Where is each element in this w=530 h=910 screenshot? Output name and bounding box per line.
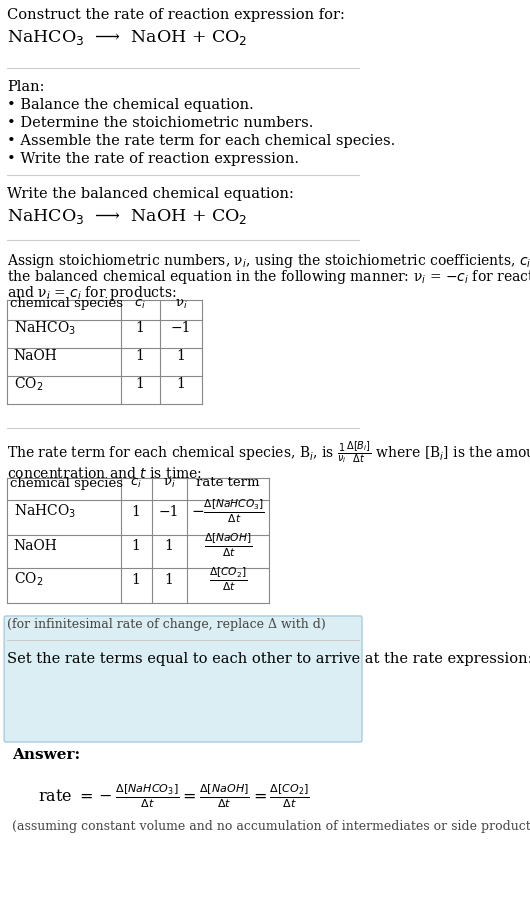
Text: $c_i$: $c_i$: [130, 477, 142, 490]
Text: (assuming constant volume and no accumulation of intermediates or side products): (assuming constant volume and no accumul…: [12, 820, 530, 833]
Text: 1: 1: [131, 572, 140, 587]
Text: $-\frac{\Delta[NaHCO_3]}{\Delta t}$: $-\frac{\Delta[NaHCO_3]}{\Delta t}$: [191, 498, 265, 525]
Text: 1: 1: [165, 572, 174, 587]
FancyBboxPatch shape: [4, 616, 362, 742]
Text: • Determine the stoichiometric numbers.: • Determine the stoichiometric numbers.: [7, 116, 313, 130]
Text: Plan:: Plan:: [7, 80, 45, 94]
Text: concentration and $t$ is time:: concentration and $t$ is time:: [7, 466, 202, 481]
Text: the balanced chemical equation in the following manner: ν$_i$ = −$c_i$ for react: the balanced chemical equation in the fo…: [7, 268, 530, 286]
Text: $\frac{\Delta[CO_2]}{\Delta t}$: $\frac{\Delta[CO_2]}{\Delta t}$: [209, 566, 247, 593]
Text: Assign stoichiometric numbers, ν$_i$, using the stoichiometric coefficients, $c_: Assign stoichiometric numbers, ν$_i$, us…: [7, 252, 530, 270]
Text: NaHCO$_3$  ⟶  NaOH + CO$_2$: NaHCO$_3$ ⟶ NaOH + CO$_2$: [7, 28, 248, 47]
Text: 1: 1: [165, 539, 174, 552]
Text: ν$_i$: ν$_i$: [163, 477, 175, 490]
Text: ν$_i$: ν$_i$: [175, 298, 187, 310]
Text: −1: −1: [159, 504, 180, 519]
Text: 1: 1: [136, 349, 145, 363]
Text: −1: −1: [171, 321, 191, 335]
Text: 1: 1: [176, 377, 186, 391]
Text: Write the balanced chemical equation:: Write the balanced chemical equation:: [7, 187, 294, 201]
Text: Set the rate terms equal to each other to arrive at the rate expression:: Set the rate terms equal to each other t…: [7, 652, 530, 666]
Text: chemical species: chemical species: [11, 477, 123, 490]
Text: 1: 1: [131, 539, 140, 552]
Text: NaOH: NaOH: [14, 539, 58, 552]
Text: $c_i$: $c_i$: [134, 298, 146, 310]
Text: Answer:: Answer:: [12, 748, 81, 762]
Text: 1: 1: [176, 349, 186, 363]
Text: • Assemble the rate term for each chemical species.: • Assemble the rate term for each chemic…: [7, 134, 395, 148]
Text: Construct the rate of reaction expression for:: Construct the rate of reaction expressio…: [7, 8, 345, 22]
Text: NaHCO$_3$: NaHCO$_3$: [14, 503, 76, 521]
Text: rate term: rate term: [196, 477, 260, 490]
Text: 1: 1: [136, 321, 145, 335]
Text: (for infinitesimal rate of change, replace Δ with d): (for infinitesimal rate of change, repla…: [7, 618, 325, 631]
Text: NaHCO$_3$: NaHCO$_3$: [14, 319, 76, 337]
Text: chemical species: chemical species: [11, 298, 123, 310]
Text: 1: 1: [131, 504, 140, 519]
Text: NaHCO$_3$  ⟶  NaOH + CO$_2$: NaHCO$_3$ ⟶ NaOH + CO$_2$: [7, 207, 248, 226]
Text: 1: 1: [136, 377, 145, 391]
Text: and ν$_i$ = $c_i$ for products:: and ν$_i$ = $c_i$ for products:: [7, 284, 176, 302]
Text: NaOH: NaOH: [14, 349, 58, 363]
Text: CO$_2$: CO$_2$: [14, 571, 43, 588]
Text: rate $= -\frac{\Delta[NaHCO_3]}{\Delta t} = \frac{\Delta[NaOH]}{\Delta t} = \fra: rate $= -\frac{\Delta[NaHCO_3]}{\Delta t…: [38, 782, 310, 810]
Text: The rate term for each chemical species, B$_i$, is $\frac{1}{\nu_i}\frac{\Delta[: The rate term for each chemical species,…: [7, 440, 530, 466]
Text: • Balance the chemical equation.: • Balance the chemical equation.: [7, 98, 254, 112]
Text: CO$_2$: CO$_2$: [14, 375, 43, 393]
Text: • Write the rate of reaction expression.: • Write the rate of reaction expression.: [7, 152, 299, 166]
Text: $\frac{\Delta[NaOH]}{\Delta t}$: $\frac{\Delta[NaOH]}{\Delta t}$: [204, 531, 252, 560]
